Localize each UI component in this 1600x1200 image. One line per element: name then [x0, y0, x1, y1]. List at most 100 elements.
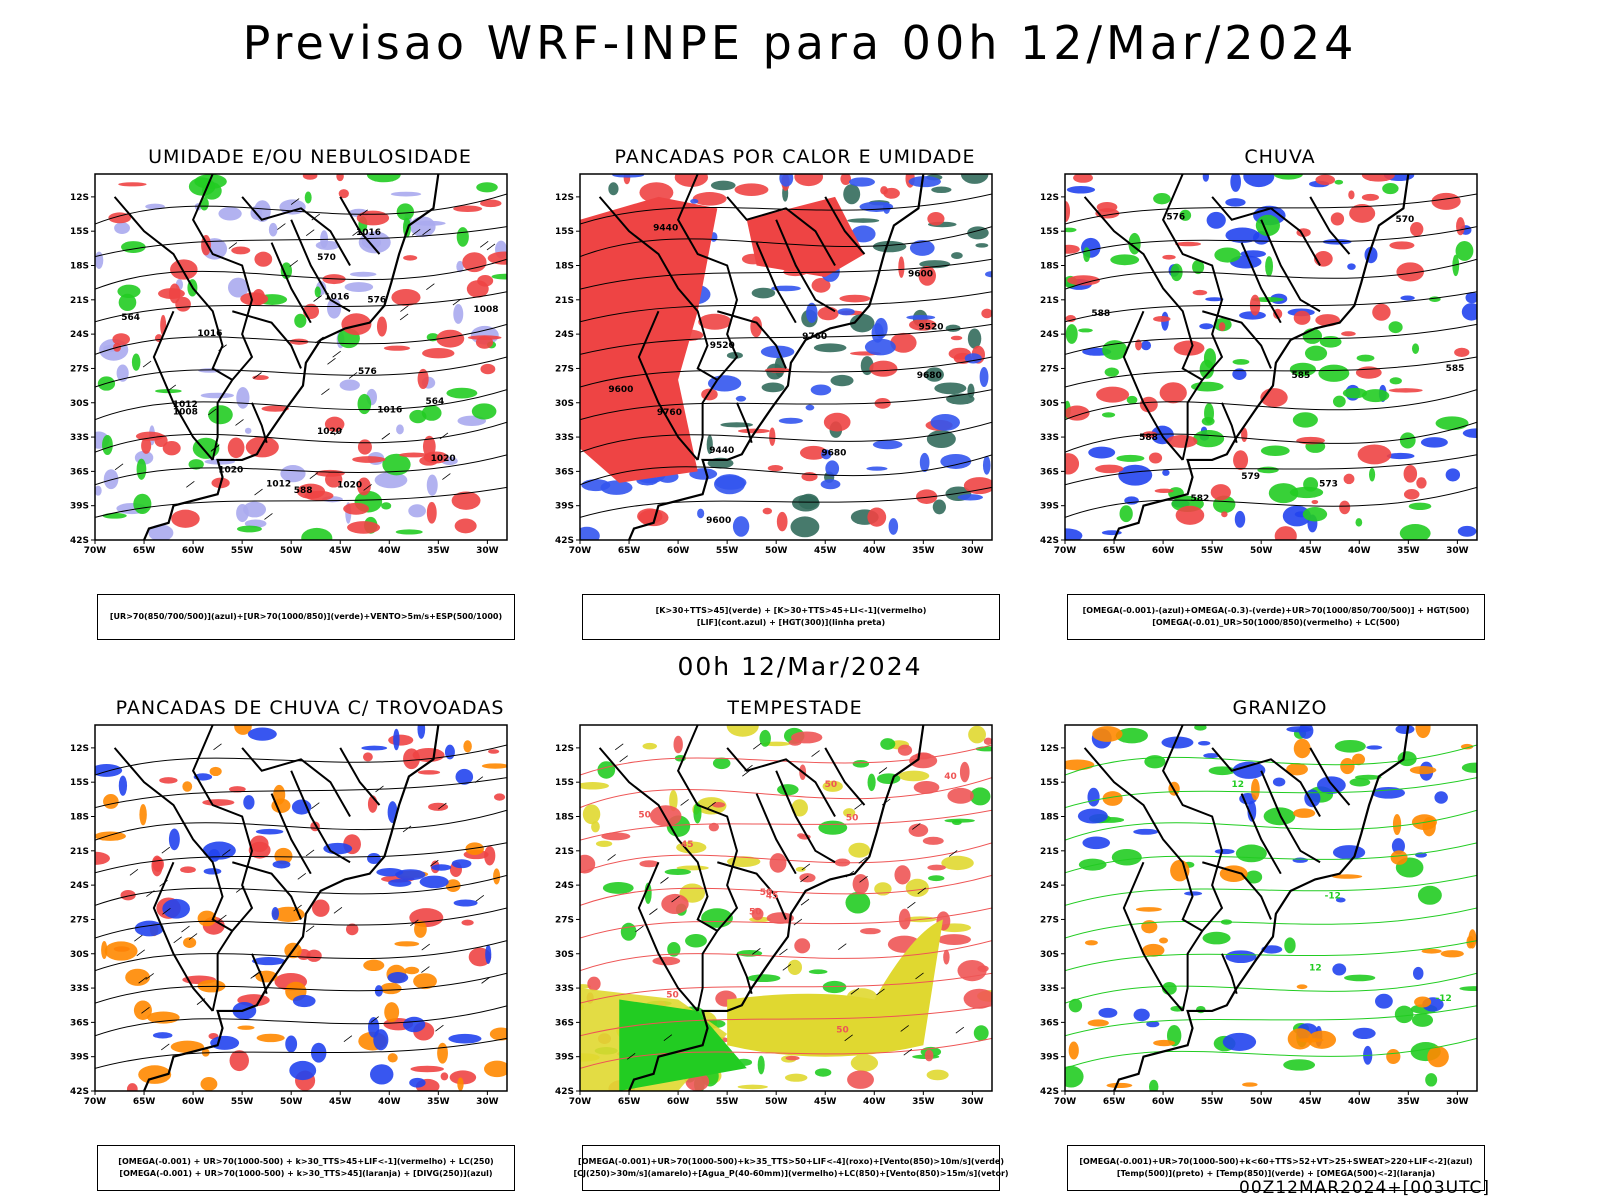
- lon-tick-label: 50W: [765, 546, 788, 556]
- lat-tick-label: 18S: [555, 262, 574, 272]
- field-patch-vermelho: [141, 437, 152, 454]
- field-patch-verde: [395, 529, 423, 535]
- field-patch-vermelho: [440, 1072, 449, 1081]
- field-patch-verde: [798, 493, 819, 510]
- field-patch-azul: [456, 260, 464, 273]
- field-patch-vermelho: [240, 292, 269, 306]
- panel-pancadas-calor: PANCADAS POR CALOR E UMIDADE 9760 9680 976…: [550, 146, 1040, 640]
- field-patch-verde: [1399, 524, 1431, 540]
- field-patch-vermelho: [487, 251, 507, 265]
- wind-vector: [129, 868, 139, 876]
- map-frame: [94, 724, 508, 1092]
- panel-title: UMIDADE E/OU NEBULOSIDADE: [148, 146, 472, 168]
- field-patch-vermelho: [1361, 193, 1379, 201]
- wind-vector: [811, 750, 820, 757]
- field-patch-azul: [732, 516, 750, 537]
- coastline: [628, 725, 925, 1091]
- field-patch-vermelho: [898, 256, 905, 278]
- field-patch-vermelho: [357, 477, 371, 496]
- state-border: [1202, 861, 1272, 920]
- field-patch-vermelho: [927, 864, 946, 871]
- field-patch-laranja: [234, 725, 252, 735]
- field-patch-laranja: [1340, 758, 1355, 775]
- lon-tick-label: 35W: [912, 546, 935, 556]
- field-patch-azul: [285, 1035, 298, 1053]
- lat-tick-label: 27S: [1040, 364, 1059, 374]
- field-patch-vermelho: [890, 332, 917, 353]
- lat-tick-label: 42S: [70, 1087, 89, 1097]
- wind-vector: [381, 432, 391, 440]
- field-patch-vermelho: [794, 174, 824, 187]
- field-patch-azul: [244, 427, 252, 434]
- contour-label: 9760: [657, 408, 682, 418]
- field-patch-azul: [580, 526, 600, 540]
- lat-tick-label: 36S: [555, 1018, 574, 1028]
- wind-vector: [311, 213, 320, 221]
- field-patch-azul: [1133, 1008, 1150, 1022]
- state-border: [1260, 219, 1321, 313]
- contour-line: [1065, 1037, 1477, 1069]
- field-patch-verde: [1245, 870, 1263, 884]
- lon-tick-label: 50W: [1250, 1097, 1273, 1107]
- wind-vector: [162, 908, 171, 915]
- field-patch-verde: [644, 882, 652, 904]
- lat-tick-label: 12S: [1040, 744, 1059, 754]
- field-patch-vermelho: [180, 866, 196, 874]
- lat-tick-label: 21S: [70, 296, 89, 306]
- state-border: [1083, 747, 1203, 932]
- lat-tick-label: 12S: [70, 193, 89, 203]
- field-patch-verde: [1260, 445, 1290, 457]
- field-patch-azul: [1199, 323, 1214, 330]
- field-patch-vermelho: [947, 787, 974, 804]
- field-patch-verde: [969, 787, 991, 806]
- field-patch-azul: [168, 828, 180, 851]
- field-patch-azul: [408, 504, 426, 518]
- panel-title: CHUVA: [1244, 146, 1316, 168]
- contour-line: [580, 744, 992, 776]
- wind-vector: [421, 943, 430, 951]
- field-patch-azul: [714, 474, 746, 495]
- field-patch-verde: [747, 974, 781, 982]
- field-patch-azul: [208, 849, 221, 862]
- field-patch-vermelho: [661, 893, 689, 914]
- field-patch-azul: [1066, 185, 1096, 194]
- state-border: [339, 747, 381, 806]
- wind-vector: [475, 895, 485, 902]
- wind-vector: [410, 919, 419, 927]
- field-patch-amarelo: [595, 840, 613, 847]
- state-border: [339, 196, 381, 255]
- field-patch-vermelho: [388, 734, 414, 746]
- field-patch-laranja: [256, 1033, 285, 1043]
- field-patch-verde: [931, 186, 952, 194]
- contour-label: 1020: [317, 427, 342, 437]
- field-patch-verde: [1289, 362, 1316, 377]
- field-patch-verde: [117, 284, 141, 299]
- field-patch-vermelho: [162, 440, 181, 456]
- lat-tick-label: 15S: [555, 227, 574, 237]
- field-patch-vermelho: [453, 205, 483, 213]
- state-border: [598, 196, 718, 381]
- field-patch-azul: [1232, 761, 1266, 779]
- field-patch-verde: [1318, 364, 1350, 382]
- state-border: [152, 861, 214, 1012]
- wind-vector: [253, 372, 262, 379]
- field-patch-verde: [1119, 505, 1133, 523]
- field-patch-verde: [849, 313, 875, 333]
- field-patch-vermelho: [436, 329, 465, 348]
- field-patch-verde: [1194, 725, 1207, 731]
- legend-line-1: [UR>70(850/700/500)](azul)+[UR>70(1000/8…: [109, 612, 503, 621]
- field-patch-verde: [1153, 193, 1171, 205]
- wind-vector: [146, 890, 155, 897]
- field-patch-azul: [243, 501, 267, 518]
- map-pancadas-calor: 9760 9680 9760 9680 9600 9600 9600 9520 9520 9440…: [555, 173, 993, 556]
- field-patch-vermelho: [312, 899, 330, 917]
- state-border: [191, 725, 254, 1012]
- region-amarelo: [727, 919, 943, 1057]
- field-patch-azul: [1298, 725, 1314, 739]
- field-patch-vermelho: [708, 822, 719, 832]
- lat-tick-label: 30S: [555, 399, 574, 409]
- field-patch-azul: [1214, 848, 1235, 855]
- field-patch-amarelo: [580, 782, 609, 790]
- field-patch-verde: [813, 343, 847, 353]
